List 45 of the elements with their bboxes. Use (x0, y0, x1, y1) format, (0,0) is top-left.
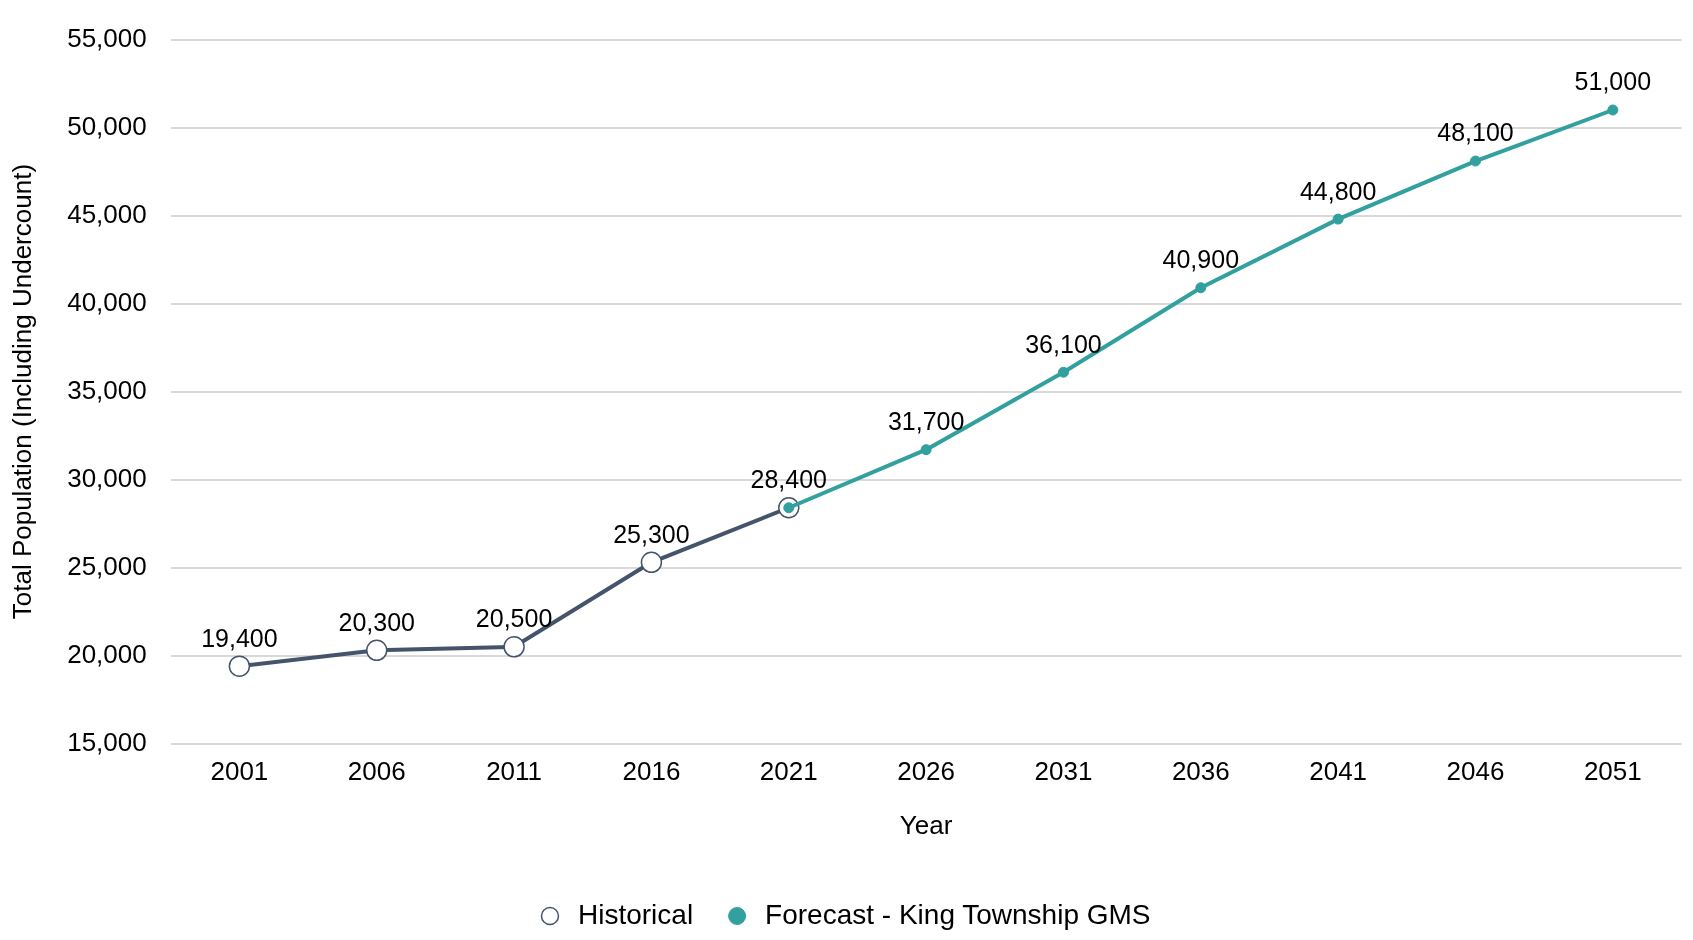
y-tick-label: 20,000 (67, 638, 147, 669)
x-tick-label: 2026 (897, 756, 956, 787)
y-tick-label: 15,000 (67, 726, 147, 757)
data-label: 31,700 (887, 407, 965, 436)
y-tick-label: 55,000 (67, 22, 147, 53)
data-label: 36,100 (1025, 329, 1102, 358)
data-label: 28,400 (750, 465, 827, 494)
y-tick-label: 30,000 (67, 462, 147, 493)
point (365, 639, 388, 662)
legend-label: Historical (577, 898, 694, 930)
x-tick-label: 2046 (1446, 756, 1505, 787)
y-tick-label: 50,000 (67, 110, 147, 141)
x-tick-label: 2021 (759, 756, 818, 787)
x-tick-label: 2031 (1034, 756, 1093, 787)
x-tick-label: 2041 (1309, 756, 1368, 787)
data-label: 51,000 (1574, 67, 1652, 96)
point (1607, 104, 1619, 116)
y-tick-label: 35,000 (67, 374, 147, 405)
data-label: 25,300 (613, 519, 690, 548)
point (1195, 282, 1207, 294)
y-tick-label: 45,000 (67, 198, 147, 229)
y-tick-label: 40,000 (67, 286, 147, 317)
data-label: 48,100 (1437, 118, 1514, 147)
x-tick-label: 2036 (1171, 756, 1230, 787)
x-axis-title: Year (899, 809, 953, 840)
y-tick-label: 25,000 (67, 550, 147, 581)
data-label: 20,300 (338, 607, 415, 636)
point (503, 636, 525, 658)
data-label: 19,400 (201, 623, 278, 652)
x-tick-label: 2006 (347, 756, 406, 787)
data-label: 40,900 (1162, 245, 1240, 274)
point (1332, 213, 1344, 225)
point (1057, 366, 1069, 378)
legend-label: Forecast - King Township GMS (765, 898, 1151, 930)
point (1469, 155, 1481, 167)
data-label: 20,500 (475, 604, 553, 633)
point (920, 444, 932, 456)
x-tick-label: 2016 (622, 756, 681, 787)
x-tick-label: 2011 (486, 756, 543, 787)
point (640, 551, 663, 574)
x-tick-label: 2051 (1583, 756, 1642, 787)
x-tick-label: 2001 (210, 756, 269, 787)
data-label: 44,800 (1299, 176, 1377, 205)
y-axis-title: Total Population (Including Undercount) (6, 163, 37, 620)
point (228, 655, 251, 677)
